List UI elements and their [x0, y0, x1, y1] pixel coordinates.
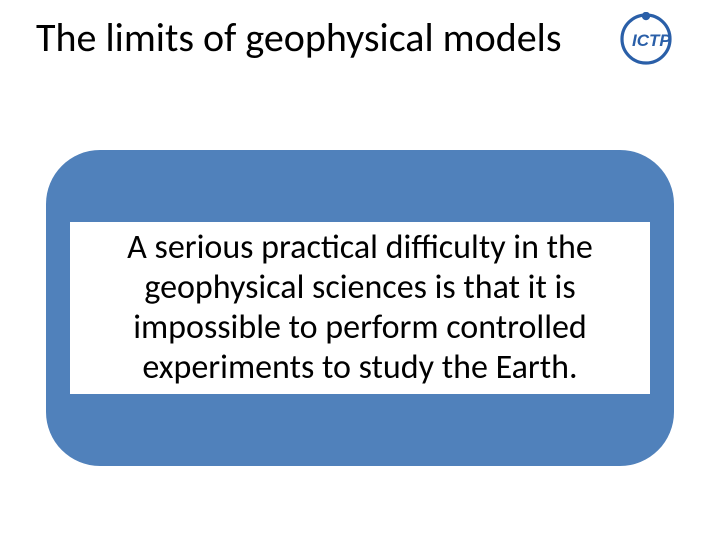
- svg-text:ICTP: ICTP: [632, 31, 671, 50]
- page-title: The limits of geophysical models: [36, 16, 561, 60]
- content-panel: A serious practical difficulty in the ge…: [46, 150, 674, 466]
- panel-text: A serious practical difficulty in the ge…: [74, 228, 646, 388]
- content-panel-inner: A serious practical difficulty in the ge…: [70, 222, 650, 394]
- ictp-logo: ICTP: [618, 12, 684, 66]
- title-row: The limits of geophysical models ICTP: [0, 16, 720, 66]
